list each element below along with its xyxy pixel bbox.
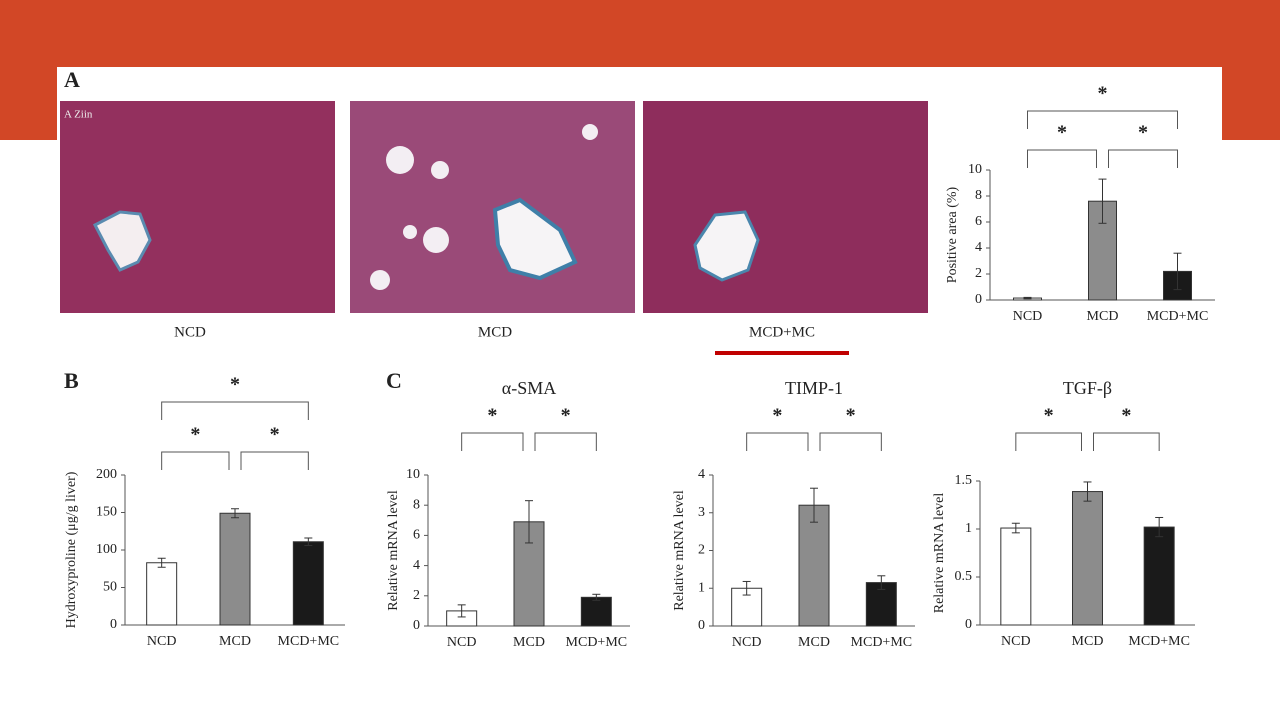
significance-bracket xyxy=(161,451,230,470)
x-tick-label: MCD+MC xyxy=(278,634,340,649)
y-tick-label: 1 xyxy=(965,521,972,536)
significance-label: * xyxy=(1098,83,1108,105)
y-tick-label: 0 xyxy=(975,292,982,307)
significance-label: * xyxy=(1121,405,1131,427)
x-tick-label: MCD xyxy=(1072,634,1104,649)
x-tick-label: MCD xyxy=(513,635,545,650)
bar xyxy=(798,504,830,627)
x-tick-label: MCD+MC xyxy=(1128,634,1190,649)
bar xyxy=(580,596,612,627)
corner-text: A Ziin xyxy=(64,109,93,121)
significance-label: * xyxy=(1138,122,1148,144)
y-tick-label: 2 xyxy=(975,266,982,281)
bar xyxy=(219,512,251,626)
micrograph: A Ziin xyxy=(60,101,335,313)
x-tick-label: MCD+MC xyxy=(566,635,628,650)
y-axis-label: Relative mRNA level xyxy=(932,493,947,614)
x-tick-label: NCD xyxy=(1013,309,1043,324)
chart-title: α-SMA xyxy=(502,378,556,398)
significance-label: * xyxy=(772,405,782,427)
y-tick-label: 1.5 xyxy=(955,473,973,488)
significance-bracket xyxy=(1093,432,1160,451)
significance-label: * xyxy=(230,374,240,396)
significance-bracket xyxy=(1027,110,1178,129)
y-tick-label: 0 xyxy=(110,617,117,632)
x-tick-label: NCD xyxy=(732,635,762,650)
y-tick-label: 6 xyxy=(413,528,420,543)
y-tick-label: 1 xyxy=(698,580,705,595)
chart-title: TGF-β xyxy=(1063,378,1112,398)
bar xyxy=(1072,491,1103,626)
x-tick-label: MCD xyxy=(1087,309,1119,324)
y-tick-label: 8 xyxy=(975,188,982,203)
significance-bracket xyxy=(819,432,882,451)
x-tick-label: MCD+MC xyxy=(851,635,913,650)
y-tick-label: 100 xyxy=(96,542,117,557)
y-axis-label: Hydroxyproline (μg/g liver) xyxy=(64,471,79,628)
y-tick-label: 6 xyxy=(975,214,982,229)
y-tick-label: 10 xyxy=(968,162,982,177)
bar xyxy=(146,562,178,626)
bar xyxy=(1143,526,1175,626)
significance-label: * xyxy=(1044,405,1054,427)
significance-label: * xyxy=(190,424,200,446)
significance-bracket xyxy=(240,451,309,470)
y-tick-label: 0 xyxy=(698,618,705,633)
x-tick-label: NCD xyxy=(147,634,177,649)
y-tick-label: 0 xyxy=(965,617,972,632)
y-axis-label: Relative mRNA level xyxy=(672,490,687,611)
micrograph xyxy=(643,101,928,313)
y-tick-label: 0 xyxy=(413,618,420,633)
y-tick-label: 4 xyxy=(975,240,982,255)
micrograph-label: NCD xyxy=(174,324,206,340)
x-tick-label: NCD xyxy=(447,635,477,650)
panel-label: C xyxy=(386,368,402,393)
panel-label: A xyxy=(64,67,80,92)
bar xyxy=(1000,527,1032,626)
y-tick-label: 4 xyxy=(413,558,420,573)
x-tick-label: NCD xyxy=(1001,634,1031,649)
micrograph-label: MCD xyxy=(478,324,512,340)
significance-label: * xyxy=(1057,122,1067,144)
significance-bracket xyxy=(534,432,597,451)
y-tick-label: 50 xyxy=(103,580,117,595)
y-tick-label: 10 xyxy=(406,467,420,482)
x-tick-label: MCD xyxy=(798,635,830,650)
y-tick-label: 2 xyxy=(698,543,705,558)
significance-bracket xyxy=(161,401,309,420)
significance-label: * xyxy=(270,424,280,446)
x-tick-label: MCD+MC xyxy=(1147,309,1209,324)
significance-bracket xyxy=(1015,432,1082,451)
y-tick-label: 4 xyxy=(698,467,705,482)
significance-bracket xyxy=(461,432,524,451)
micrograph-label: MCD+MC xyxy=(749,324,815,340)
significance-label: * xyxy=(846,405,856,427)
significance-label: * xyxy=(487,405,497,427)
micrograph xyxy=(350,101,635,313)
significance-bracket xyxy=(1027,149,1097,168)
y-tick-label: 2 xyxy=(413,588,420,603)
panel-label: B xyxy=(64,368,79,393)
y-axis-label: Positive area (%) xyxy=(945,186,960,283)
significance-label: * xyxy=(561,405,571,427)
y-tick-label: 3 xyxy=(698,505,705,520)
y-axis-label: Relative mRNA level xyxy=(386,490,401,611)
significance-bracket xyxy=(1108,149,1178,168)
chart-title: TIMP-1 xyxy=(785,378,843,398)
y-tick-label: 150 xyxy=(96,505,117,520)
y-tick-label: 8 xyxy=(413,497,420,512)
y-tick-label: 0.5 xyxy=(955,569,973,584)
x-tick-label: MCD xyxy=(219,634,251,649)
significance-bracket xyxy=(746,432,809,451)
bar xyxy=(292,541,324,626)
y-tick-label: 200 xyxy=(96,467,117,482)
